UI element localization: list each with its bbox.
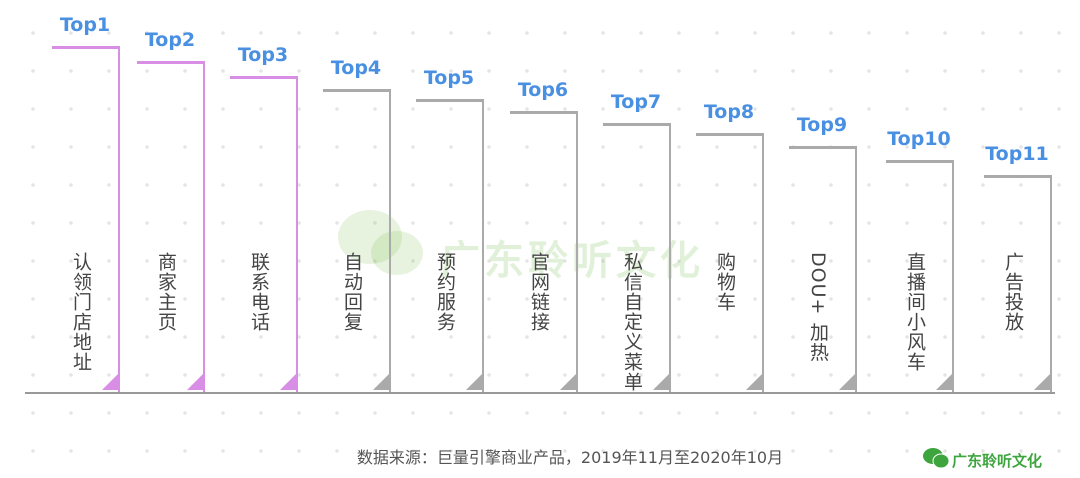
side-line xyxy=(762,134,764,392)
top-line xyxy=(886,160,954,163)
item-name: 私信自定义菜单 xyxy=(621,252,643,392)
side-line xyxy=(855,147,857,392)
top-line xyxy=(230,76,298,79)
rank-label: Top3 xyxy=(237,44,289,66)
top-line xyxy=(984,175,1052,178)
top-line xyxy=(416,99,484,102)
top-line xyxy=(696,133,764,136)
side-line xyxy=(203,62,205,392)
item-name: 商家主页 xyxy=(155,252,177,332)
rank-label: Top11 xyxy=(985,143,1049,165)
rank-label: Top4 xyxy=(330,57,382,79)
top-line xyxy=(603,123,671,126)
side-line xyxy=(296,77,298,392)
top-line xyxy=(323,89,391,92)
item-name: DOU+ 加热 xyxy=(807,252,829,363)
top-line xyxy=(789,146,857,149)
item-name: 自动回复 xyxy=(341,252,363,332)
corner-triangle xyxy=(936,374,952,390)
item-name: 直播间小风车 xyxy=(904,252,926,372)
rank-label: Top7 xyxy=(610,91,662,113)
corner-triangle xyxy=(280,374,296,390)
item-name: 联系电话 xyxy=(248,252,270,332)
side-line xyxy=(389,90,391,392)
side-line xyxy=(576,112,578,392)
item-name: 官网链接 xyxy=(528,252,550,332)
item-name: 认领门店地址 xyxy=(70,252,92,372)
side-line xyxy=(952,161,954,392)
side-line xyxy=(118,47,120,392)
rank-label: Top8 xyxy=(703,101,755,123)
baseline xyxy=(25,392,1055,394)
corner-triangle xyxy=(1034,374,1050,390)
side-line xyxy=(669,124,671,392)
rank-label: Top1 xyxy=(59,14,111,36)
side-line xyxy=(1050,176,1052,392)
rank-label: Top9 xyxy=(796,114,848,136)
rank-label: Top10 xyxy=(887,128,951,150)
rank-label: Top6 xyxy=(517,79,569,101)
top-line xyxy=(510,111,578,114)
corner-triangle xyxy=(187,374,203,390)
watermark: 广东聆听文化 xyxy=(440,238,704,284)
item-name: 预约服务 xyxy=(434,252,456,332)
rank-label: Top5 xyxy=(423,67,475,89)
brand: 广东聆听文化 xyxy=(952,452,1043,470)
item-name: 广告投放 xyxy=(1002,252,1024,332)
item-name: 购物车 xyxy=(714,252,736,312)
corner-triangle xyxy=(560,374,576,390)
corner-triangle xyxy=(653,374,669,390)
corner-triangle xyxy=(839,374,855,390)
corner-triangle xyxy=(746,374,762,390)
rank-label: Top2 xyxy=(144,29,196,51)
watermark-icon xyxy=(338,210,423,275)
side-line xyxy=(482,100,484,392)
brand-icon xyxy=(923,448,950,469)
corner-triangle xyxy=(102,374,118,390)
corner-triangle xyxy=(373,374,389,390)
source-note: 数据来源：巨量引擎商业产品，2019年11月至2020年10月 xyxy=(356,448,784,467)
corner-triangle xyxy=(466,374,482,390)
top-line xyxy=(52,46,120,49)
top-line xyxy=(137,61,205,64)
